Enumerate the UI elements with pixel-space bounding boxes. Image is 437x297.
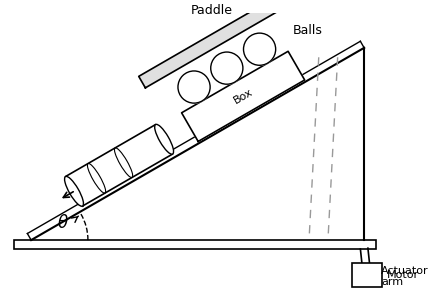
Polygon shape [66, 124, 173, 206]
Circle shape [243, 33, 276, 65]
Text: Motor: Motor [387, 270, 419, 280]
Text: Box: Box [232, 87, 255, 106]
Circle shape [178, 71, 210, 103]
Ellipse shape [155, 124, 173, 154]
Circle shape [211, 52, 243, 84]
Text: Paddle: Paddle [191, 4, 232, 17]
Polygon shape [182, 51, 305, 141]
Bar [352, 263, 382, 287]
Text: Actuator
arm: Actuator arm [381, 266, 429, 287]
Ellipse shape [65, 176, 83, 206]
Text: θ: θ [57, 214, 67, 232]
Polygon shape [139, 0, 284, 88]
Bar [14, 240, 376, 249]
Text: Balls: Balls [292, 24, 322, 37]
